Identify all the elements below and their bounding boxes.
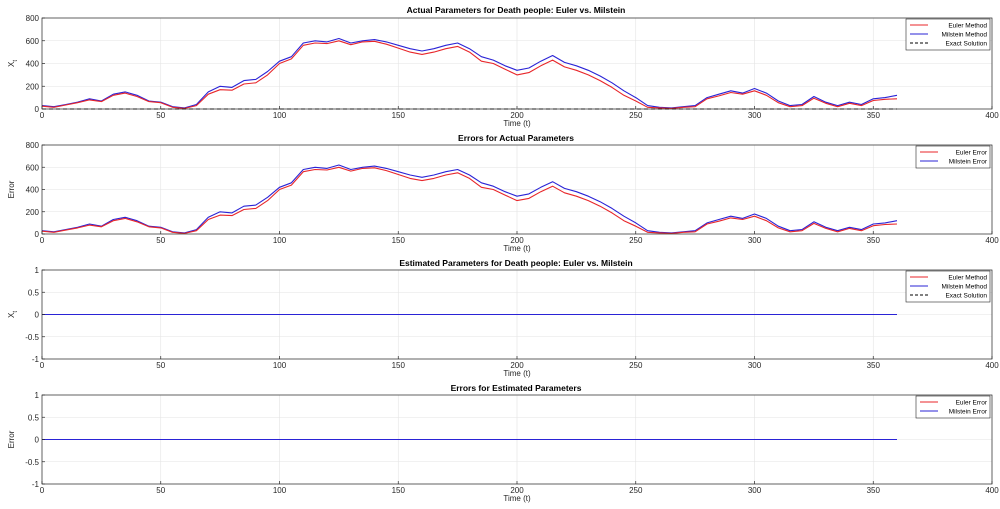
chart-4-legend-box <box>915 395 991 419</box>
chart-panel-3: 0 50 100 150 200 250 300 350 400 -1 -0.5 0 0.5 1 Time … <box>7 258 999 378</box>
chart-4-ytick-label-3: 0.5 <box>28 413 40 422</box>
chart-2-legend-box <box>915 145 991 169</box>
chart-panel-2: 0 50 100 150 200 250 300 350 400 0 200 400 600 800 Tim… <box>7 133 999 253</box>
chart-2-xtick-label-0: 0 <box>40 236 45 245</box>
chart-3-xlabel: Time (t) <box>503 369 531 378</box>
chart-2-ytick-label-1: 200 <box>26 208 40 217</box>
chart-3-xtick-label-2: 100 <box>273 361 287 370</box>
chart-4-xtick-label-6: 300 <box>748 486 762 495</box>
chart-1-xlabel: Time (t) <box>503 119 531 128</box>
chart-2-ytick-label-4: 800 <box>26 141 40 150</box>
chart-4-xtick-label-8: 400 <box>985 486 999 495</box>
chart-1-xtick-label-7: 350 <box>867 111 881 120</box>
chart-2-xtick-label-2: 100 <box>273 236 287 245</box>
chart-3-ytick-label-0: -1 <box>32 355 40 364</box>
chart-1-ytick-label-0: 0 <box>35 105 40 114</box>
chart-2-xtick-label-8: 400 <box>985 236 999 245</box>
chart-3-legend: Euler Method Milstein Method Exact Solutio… <box>905 270 991 303</box>
chart-1-ylabel: Xt <box>7 60 19 67</box>
chart-3-xtick-label-5: 250 <box>629 361 643 370</box>
chart-3-legend-box <box>905 270 991 303</box>
chart-3-xtick-label-0: 0 <box>40 361 45 370</box>
chart-4-xtick-label-4: 200 <box>510 486 524 495</box>
chart-1-legend-label-2: Exact Solution <box>945 40 987 47</box>
chart-1-title: Actual Parameters for Death people: Eule… <box>407 5 626 15</box>
chart-2-ytick-label-2: 400 <box>26 186 40 195</box>
chart-4-ytick-label-1: -0.5 <box>25 458 39 467</box>
chart-1-xtick-label-0: 0 <box>40 111 45 120</box>
chart-3-xtick-label-8: 400 <box>985 361 999 370</box>
chart-3-xtick-label-7: 350 <box>867 361 881 370</box>
chart-4-xtick-label-5: 250 <box>629 486 643 495</box>
chart-2-legend-label-0: Euler Error <box>956 149 988 156</box>
chart-1-xtick-label-3: 150 <box>392 111 406 120</box>
chart-2-xtick-label-4: 200 <box>510 236 524 245</box>
chart-panel-4: 0 50 100 150 200 250 300 350 400 -1 -0.5 0 0.5 1 Time … <box>7 383 999 503</box>
chart-4-title: Errors for Estimated Parameters <box>451 383 582 393</box>
chart-2-series-euler-error <box>41 166 898 234</box>
chart-4-ytick-label-4: 1 <box>35 391 40 400</box>
chart-4-ytick-label-0: -1 <box>32 480 40 489</box>
chart-4-ytick-label-2: 0 <box>35 436 40 445</box>
chart-4-xtick-label-2: 100 <box>273 486 287 495</box>
chart-3-xtick-label-1: 50 <box>156 361 165 370</box>
chart-1-ytick-label-4: 800 <box>26 14 40 23</box>
chart-1-ytick-label-3: 600 <box>26 37 40 46</box>
chart-2-ytick-label-0: 0 <box>35 230 40 239</box>
chart-1-series-euler-method <box>41 40 898 109</box>
chart-3-title: Estimated Parameters for Death people: E… <box>399 258 632 268</box>
chart-2-legend: Euler Error Milstein Error <box>915 145 991 169</box>
chart-1-xtick-label-4: 200 <box>510 111 524 120</box>
chart-1-xtick-label-8: 400 <box>985 111 999 120</box>
chart-2-ylabel: Error <box>7 180 16 198</box>
chart-1-xtick-label-1: 50 <box>156 111 165 120</box>
chart-4-legend: Euler Error Milstein Error <box>915 395 991 419</box>
chart-4-xlabel: Time (t) <box>503 494 531 503</box>
chart-1-legend-label-0: Euler Method <box>948 22 987 29</box>
chart-4-legend-label-0: Euler Error <box>956 399 988 406</box>
chart-2-xtick-label-6: 300 <box>748 236 762 245</box>
chart-2-legend-label-1: Milstein Error <box>949 158 988 165</box>
chart-3-legend-label-1: Milstein Method <box>941 283 987 290</box>
chart-3-legend-label-2: Exact Solution <box>945 292 987 299</box>
chart-4-xtick-label-7: 350 <box>867 486 881 495</box>
chart-3-xtick-label-6: 300 <box>748 361 762 370</box>
chart-1-legend-label-1: Milstein Method <box>941 31 987 38</box>
chart-2-xtick-label-3: 150 <box>392 236 406 245</box>
chart-3-ytick-label-3: 0.5 <box>28 288 40 297</box>
chart-panel-1: 0 50 100 150 200 250 300 350 400 0 200 400 600 800 Tim… <box>7 5 999 128</box>
chart-3-ytick-label-4: 1 <box>35 266 40 275</box>
chart-3-xtick-label-3: 150 <box>392 361 406 370</box>
chart-1-ytick-label-1: 200 <box>26 82 40 91</box>
chart-3-ytick-label-2: 0 <box>35 311 40 320</box>
chart-3-xtick-label-4: 200 <box>510 361 524 370</box>
chart-2-xtick-label-7: 350 <box>867 236 881 245</box>
chart-2-xtick-label-5: 250 <box>629 236 643 245</box>
chart-4-xtick-label-1: 50 <box>156 486 165 495</box>
chart-4-xtick-label-0: 0 <box>40 486 45 495</box>
chart-1-xtick-label-2: 100 <box>273 111 287 120</box>
chart-1-ytick-label-2: 400 <box>26 60 40 69</box>
chart-2-xtick-label-1: 50 <box>156 236 165 245</box>
chart-4-ylabel: Error <box>7 430 16 448</box>
chart-3-ytick-label-1: -0.5 <box>25 333 39 342</box>
chart-1-legend: Euler Method Milstein Method Exact Solutio… <box>905 18 991 51</box>
chart-1-xtick-label-6: 300 <box>748 111 762 120</box>
chart-3-ylabel: Xt <box>7 311 19 318</box>
chart-2-xlabel: Time (t) <box>503 244 531 253</box>
chart-3-legend-label-0: Euler Method <box>948 274 987 281</box>
chart-2-title: Errors for Actual Parameters <box>458 133 574 143</box>
chart-1-xtick-label-5: 250 <box>629 111 643 120</box>
chart-4-xtick-label-3: 150 <box>392 486 406 495</box>
chart-1-legend-box <box>905 18 991 51</box>
chart-2-ytick-label-3: 600 <box>26 163 40 172</box>
chart-4-legend-label-1: Milstein Error <box>949 408 988 415</box>
